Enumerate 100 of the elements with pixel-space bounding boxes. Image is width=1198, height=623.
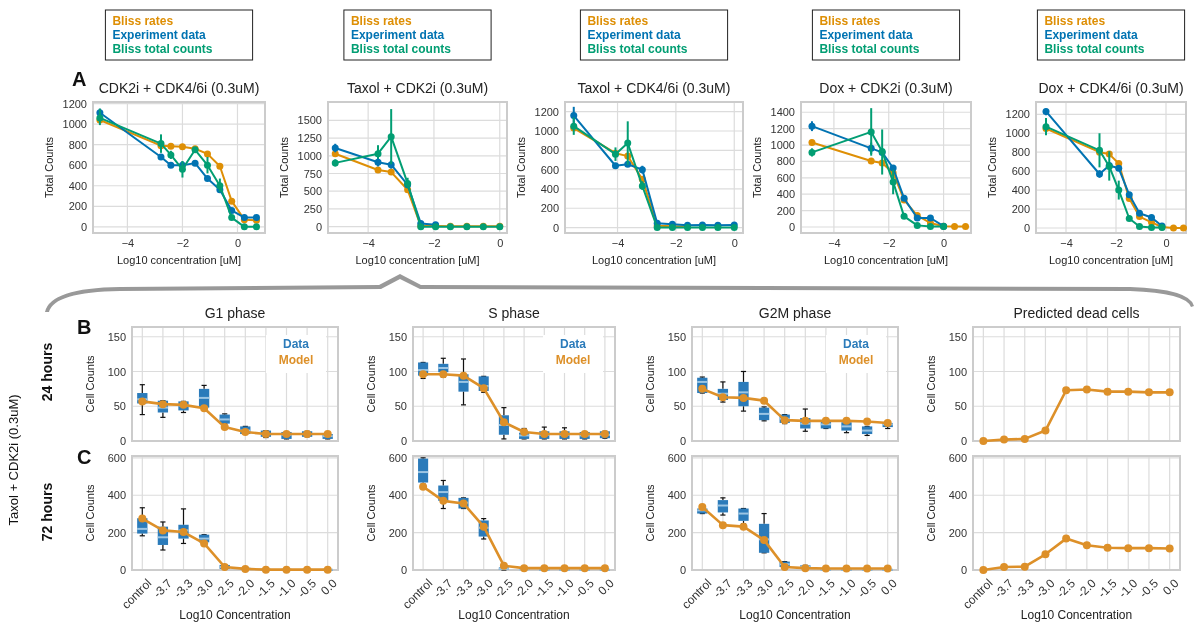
y-tick-label: 0 [679, 435, 686, 448]
chart-title: Taxol + CDK2i (0.3uM) [346, 80, 489, 96]
y-axis-title: Cell Counts [84, 484, 96, 542]
text: Model [838, 353, 874, 367]
x-axis-title: Log10 concentration [uM] [823, 254, 949, 266]
text: C [77, 446, 92, 468]
x-axis-title: Log10 concentration [uM] [116, 254, 242, 266]
x-tick-label: −4 [121, 236, 135, 249]
text: Bliss total counts [112, 42, 213, 56]
y-tick-label: 800 [68, 138, 87, 151]
y-tick-label: 600 [68, 159, 87, 172]
y-tick-label: 600 [388, 451, 407, 464]
y-tick-label: 400 [388, 489, 407, 502]
y-tick-label: 0 [80, 220, 87, 233]
y-tick-label: 0 [1023, 222, 1030, 234]
text: Bliss total counts [1044, 42, 1145, 56]
y-tick-label: 200 [540, 202, 559, 215]
y-tick-label: 600 [107, 451, 126, 464]
y-tick-label: 0 [960, 564, 967, 577]
x-tick-label: 0.0 [1160, 575, 1182, 598]
text: Bliss rates [587, 14, 649, 28]
y-tick-label: 50 [673, 400, 686, 413]
text: 24 hours [39, 342, 55, 402]
y-tick-label: 150 [388, 330, 407, 343]
y-tick-label: 50 [394, 400, 407, 413]
text: 72 hours [39, 482, 55, 542]
y-axis-title: Total Counts [278, 136, 290, 199]
chart-title: G1 phase [204, 305, 266, 321]
y-tick-label: 200 [776, 204, 795, 217]
x-tick-label: −4 [828, 236, 841, 249]
x-tick-label: 0 [497, 236, 504, 249]
y-tick-label: 0 [400, 435, 407, 448]
text: Bliss total counts [587, 42, 688, 56]
x-tick-label: −2 [428, 236, 441, 249]
y-axis-title: Total Counts [43, 136, 55, 199]
y-tick-label: 200 [1011, 203, 1030, 216]
x-tick-label: -3.3 [1012, 575, 1038, 601]
y-tick-label: 1000 [1005, 127, 1030, 140]
y-tick-label: 400 [68, 179, 87, 192]
y-tick-label: 400 [948, 489, 967, 502]
y-axis-title: Cell Counts [84, 355, 96, 413]
chart-title: G2M phase [758, 305, 832, 321]
y-tick-label: 400 [107, 489, 126, 502]
chart-title: CDK2i + CDK4/6i (0.3uM) [98, 80, 260, 96]
text: Bliss rates [350, 14, 412, 28]
y-axis-title: Cell Counts [925, 484, 937, 542]
x-axis-title: Log10 concentration [uM] [355, 254, 480, 266]
y-tick-label: 1000 [297, 149, 322, 162]
y-tick-label: 400 [540, 182, 559, 195]
text: Bliss rates [819, 14, 881, 28]
y-tick-label: 100 [948, 365, 967, 378]
y-tick-label: 600 [776, 171, 795, 184]
y-tick-label: 1200 [1005, 108, 1030, 121]
text: Bliss rates [1044, 14, 1106, 28]
y-tick-label: 800 [540, 144, 559, 157]
y-axis-title: Total Counts [751, 136, 763, 199]
y-tick-label: 750 [303, 167, 322, 180]
y-tick-label: 1000 [62, 118, 87, 131]
x-tick-label: −4 [611, 236, 625, 249]
text: Experiment data [819, 28, 914, 42]
chart-title: Predicted dead cells [1013, 305, 1140, 321]
x-axis-title: Log10 Concentration [739, 608, 851, 622]
x-axis-title: Log10 concentration [uM] [591, 254, 717, 266]
y-tick-label: 50 [954, 400, 967, 413]
x-tick-label: 0 [234, 236, 242, 249]
text: Data [842, 337, 870, 351]
y-tick-label: 100 [388, 365, 407, 378]
x-tick-label: 0.0 [878, 575, 900, 598]
y-tick-label: 600 [948, 451, 967, 464]
y-axis-title: Cell Counts [365, 355, 377, 413]
text: Experiment data [1044, 28, 1139, 42]
y-tick-label: 150 [107, 330, 126, 343]
y-tick-label: 1400 [770, 106, 795, 119]
text: A [72, 68, 87, 90]
x-tick-label: −4 [1060, 236, 1073, 249]
y-tick-label: 200 [948, 526, 967, 539]
y-tick-label: 1200 [770, 122, 795, 135]
y-tick-label: 1000 [770, 139, 795, 152]
x-axis-title: Log10 Concentration [179, 608, 291, 622]
y-tick-label: 0 [119, 435, 126, 448]
x-tick-label: 0.0 [595, 575, 618, 598]
y-tick-label: 400 [1011, 184, 1030, 197]
y-tick-label: 100 [107, 365, 126, 378]
y-axis-title: Cell Counts [365, 484, 377, 542]
y-tick-label: 1000 [534, 125, 559, 137]
y-tick-label: 200 [107, 526, 126, 539]
y-tick-label: 0 [679, 564, 686, 577]
y-tick-label: 400 [776, 188, 795, 201]
y-tick-label: 0 [119, 564, 126, 577]
text: Data [559, 337, 587, 351]
text: Taxol + CDK2i (0.3uM) [6, 394, 21, 526]
chart-title: Dox + CDK4/6i (0.3uM) [1038, 80, 1184, 96]
text: Model [555, 353, 591, 367]
y-tick-label: 150 [948, 330, 967, 343]
y-axis-title: Total Counts [515, 136, 527, 199]
y-tick-label: 1200 [534, 105, 559, 118]
y-tick-label: 0 [960, 435, 967, 448]
text: Experiment data [350, 28, 445, 42]
y-tick-label: 0 [788, 221, 795, 234]
x-tick-label: −2 [670, 236, 683, 249]
